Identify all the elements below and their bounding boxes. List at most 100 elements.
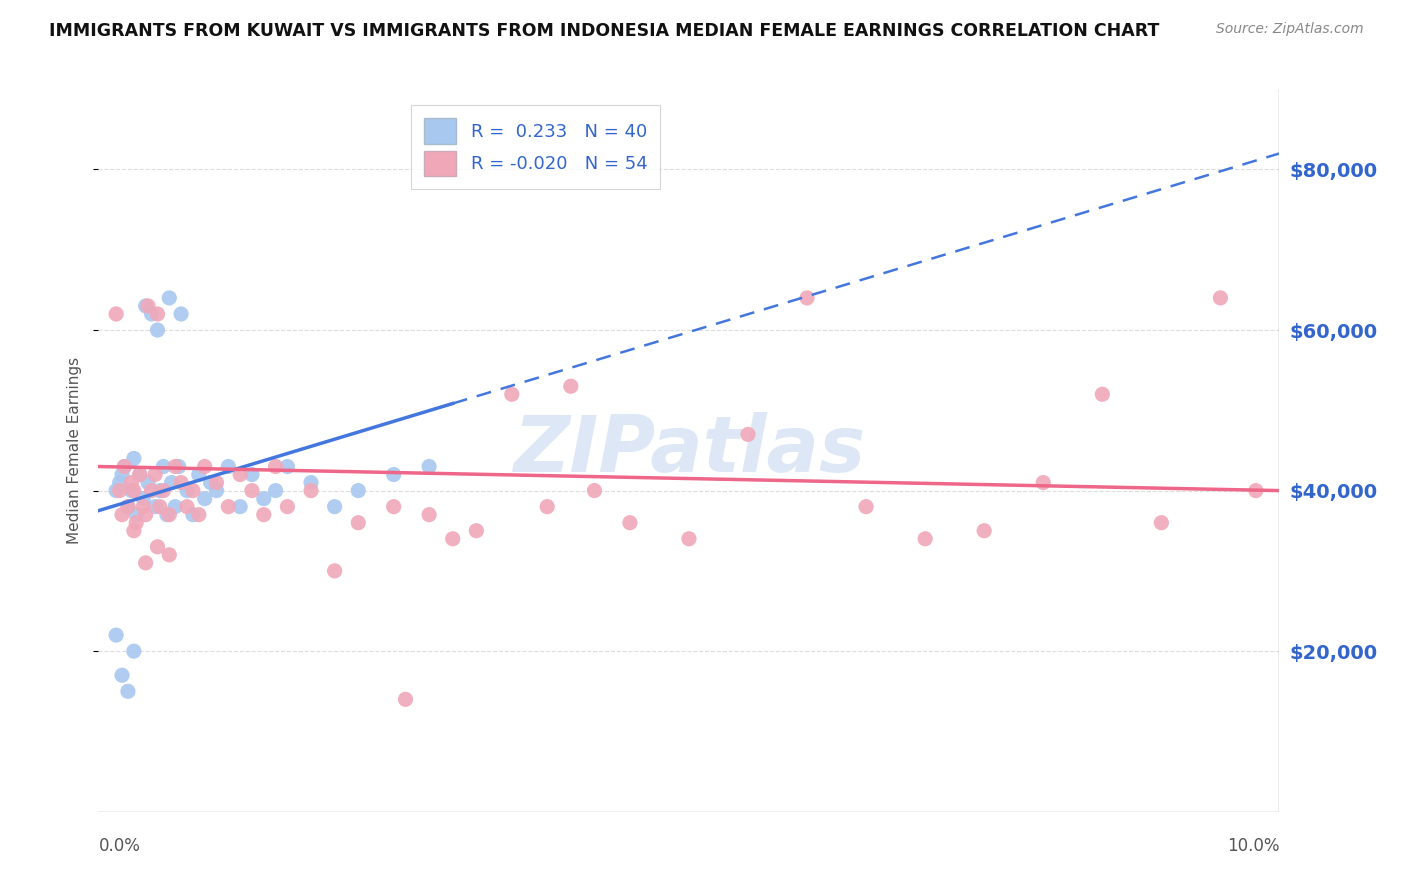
Point bbox=[418, 459, 440, 474]
Point bbox=[146, 323, 169, 337]
Point bbox=[560, 379, 582, 393]
Point bbox=[914, 532, 936, 546]
Point bbox=[167, 459, 190, 474]
Point bbox=[128, 467, 150, 482]
Point bbox=[143, 467, 166, 482]
Point bbox=[176, 500, 198, 514]
Point bbox=[156, 508, 179, 522]
Point bbox=[240, 483, 263, 498]
Point bbox=[146, 540, 169, 554]
Point bbox=[112, 459, 135, 474]
Point bbox=[347, 483, 370, 498]
Point bbox=[117, 500, 139, 514]
Point bbox=[117, 684, 139, 698]
Point bbox=[105, 307, 128, 321]
Point bbox=[181, 508, 204, 522]
Point bbox=[108, 475, 131, 490]
Point bbox=[157, 508, 180, 522]
Point bbox=[141, 307, 163, 321]
Point bbox=[347, 516, 370, 530]
Point bbox=[194, 459, 217, 474]
Point bbox=[264, 459, 287, 474]
Point bbox=[111, 467, 134, 482]
Point bbox=[217, 459, 239, 474]
Point bbox=[796, 291, 818, 305]
Point bbox=[973, 524, 995, 538]
Point bbox=[382, 467, 405, 482]
Point bbox=[299, 483, 322, 498]
Point bbox=[160, 475, 183, 490]
Point bbox=[501, 387, 523, 401]
Point bbox=[105, 483, 128, 498]
Text: 10.0%: 10.0% bbox=[1227, 837, 1279, 855]
Point bbox=[583, 483, 606, 498]
Point bbox=[1032, 475, 1054, 490]
Point bbox=[170, 475, 193, 490]
Point bbox=[157, 291, 180, 305]
Point bbox=[176, 483, 198, 498]
Point bbox=[122, 524, 145, 538]
Point bbox=[132, 500, 155, 514]
Text: ZIPatlas: ZIPatlas bbox=[513, 412, 865, 489]
Point bbox=[108, 483, 131, 498]
Point bbox=[253, 508, 276, 522]
Point bbox=[170, 307, 193, 321]
Legend: R =  0.233   N = 40, R = -0.020   N = 54: R = 0.233 N = 40, R = -0.020 N = 54 bbox=[411, 105, 659, 189]
Point bbox=[678, 532, 700, 546]
Point bbox=[441, 532, 464, 546]
Point bbox=[157, 548, 180, 562]
Point bbox=[217, 500, 239, 514]
Point bbox=[229, 467, 252, 482]
Point bbox=[264, 483, 287, 498]
Point bbox=[143, 500, 166, 514]
Point bbox=[205, 475, 228, 490]
Point bbox=[152, 459, 174, 474]
Point bbox=[299, 475, 322, 490]
Point bbox=[141, 483, 163, 498]
Point bbox=[205, 483, 228, 498]
Point bbox=[128, 467, 150, 482]
Text: Source: ZipAtlas.com: Source: ZipAtlas.com bbox=[1216, 22, 1364, 37]
Point bbox=[136, 299, 159, 313]
Point bbox=[323, 564, 346, 578]
Point bbox=[132, 491, 155, 506]
Point bbox=[122, 483, 145, 498]
Point bbox=[536, 500, 558, 514]
Point bbox=[146, 307, 169, 321]
Point bbox=[465, 524, 488, 538]
Point bbox=[125, 508, 148, 522]
Point bbox=[149, 500, 172, 514]
Point bbox=[111, 668, 134, 682]
Point bbox=[187, 467, 209, 482]
Point bbox=[111, 508, 134, 522]
Point bbox=[855, 500, 877, 514]
Point bbox=[136, 475, 159, 490]
Point bbox=[187, 508, 209, 522]
Text: IMMIGRANTS FROM KUWAIT VS IMMIGRANTS FROM INDONESIA MEDIAN FEMALE EARNINGS CORRE: IMMIGRANTS FROM KUWAIT VS IMMIGRANTS FRO… bbox=[49, 22, 1160, 40]
Point bbox=[382, 500, 405, 514]
Point bbox=[165, 500, 187, 514]
Point bbox=[152, 483, 174, 498]
Point bbox=[112, 459, 135, 474]
Point bbox=[125, 516, 148, 530]
Point bbox=[1209, 291, 1232, 305]
Y-axis label: Median Female Earnings: Median Female Earnings bbox=[67, 357, 83, 544]
Point bbox=[619, 516, 641, 530]
Point bbox=[121, 483, 143, 498]
Point bbox=[1091, 387, 1114, 401]
Point bbox=[253, 491, 276, 506]
Point bbox=[276, 500, 298, 514]
Point bbox=[276, 459, 298, 474]
Text: 0.0%: 0.0% bbox=[98, 837, 141, 855]
Point bbox=[181, 483, 204, 498]
Point bbox=[135, 299, 157, 313]
Point bbox=[105, 628, 128, 642]
Point bbox=[121, 475, 143, 490]
Point bbox=[122, 644, 145, 658]
Point bbox=[1244, 483, 1267, 498]
Point bbox=[240, 467, 263, 482]
Point bbox=[135, 508, 157, 522]
Point bbox=[200, 475, 222, 490]
Point bbox=[737, 427, 759, 442]
Point bbox=[135, 556, 157, 570]
